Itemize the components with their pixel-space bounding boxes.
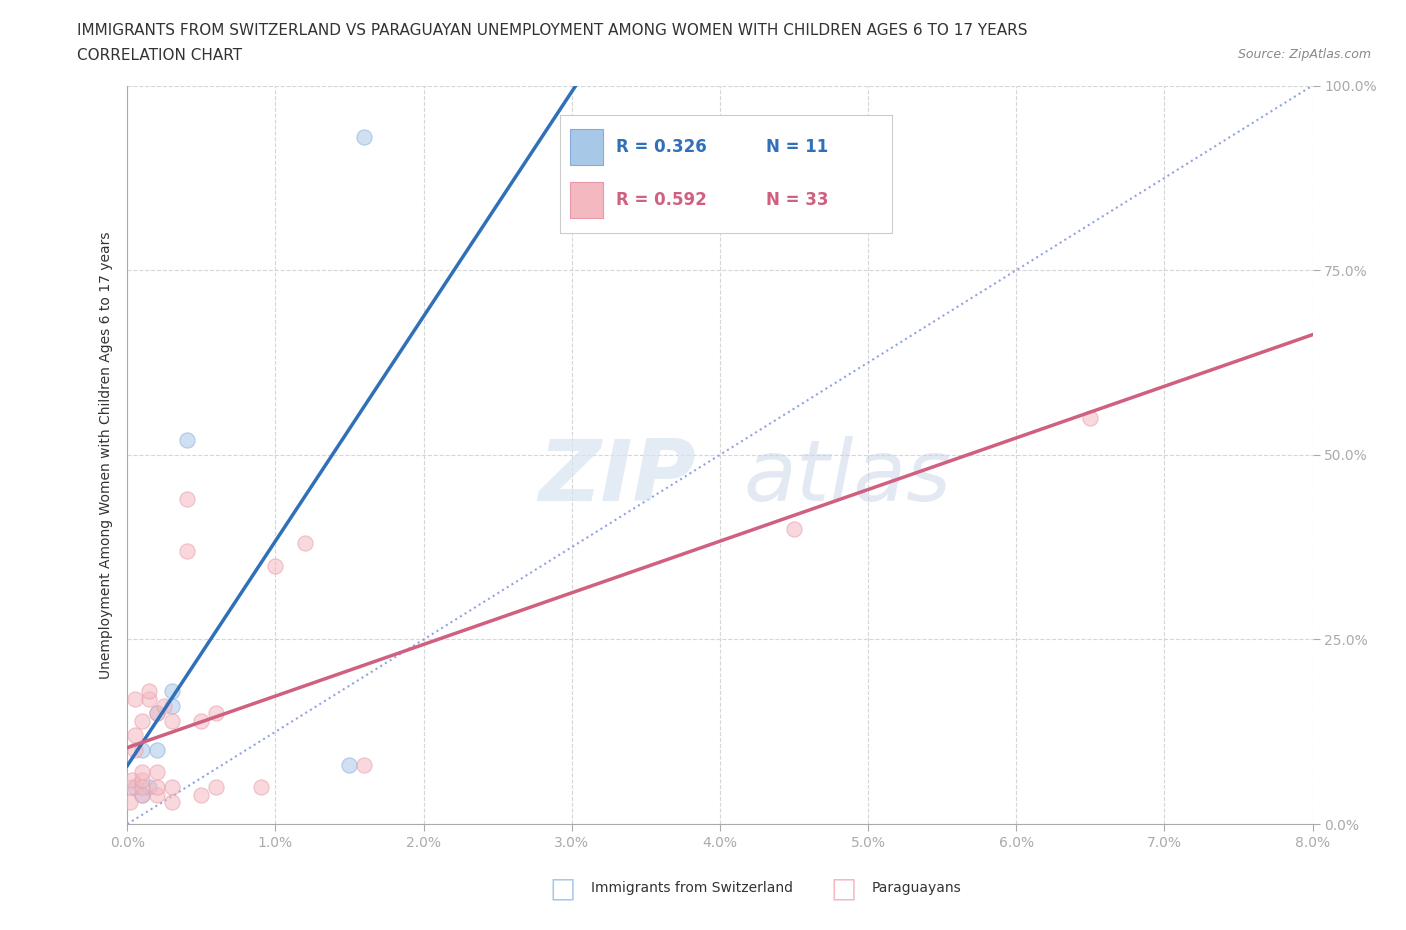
Point — [120, 794, 142, 809]
Point — [121, 772, 143, 787]
Text: □: □ — [550, 874, 575, 902]
Point — [131, 765, 153, 780]
Point — [160, 713, 183, 728]
Point — [131, 787, 153, 802]
Point — [190, 787, 212, 802]
Point — [138, 779, 160, 794]
Point — [146, 787, 169, 802]
Point — [124, 779, 146, 794]
Text: Immigrants from Switzerland: Immigrants from Switzerland — [591, 881, 793, 896]
Text: □: □ — [831, 874, 856, 902]
Point — [138, 684, 160, 698]
Point — [124, 728, 146, 743]
Point — [124, 743, 146, 758]
Text: Paraguayans: Paraguayans — [872, 881, 962, 896]
Point — [160, 779, 183, 794]
Point — [176, 492, 198, 507]
Point — [176, 543, 198, 558]
Point — [294, 536, 316, 551]
Point — [190, 713, 212, 728]
Point — [124, 691, 146, 706]
Point — [131, 772, 153, 787]
Point — [121, 779, 143, 794]
Point — [146, 765, 169, 780]
Point — [353, 130, 375, 145]
Point — [131, 713, 153, 728]
Y-axis label: Unemployment Among Women with Children Ages 6 to 17 years: Unemployment Among Women with Children A… — [100, 231, 114, 679]
Point — [249, 779, 271, 794]
Text: ZIP: ZIP — [538, 435, 696, 519]
Point — [146, 706, 169, 721]
Text: CORRELATION CHART: CORRELATION CHART — [77, 48, 242, 63]
Point — [153, 698, 176, 713]
Point — [131, 779, 153, 794]
Point — [131, 743, 153, 758]
Point — [264, 558, 287, 573]
Point — [160, 698, 183, 713]
Point — [160, 794, 183, 809]
Point — [146, 779, 169, 794]
Point — [138, 691, 160, 706]
Point — [176, 432, 198, 447]
Point — [783, 521, 806, 536]
Point — [1078, 410, 1101, 425]
Text: IMMIGRANTS FROM SWITZERLAND VS PARAGUAYAN UNEMPLOYMENT AMONG WOMEN WITH CHILDREN: IMMIGRANTS FROM SWITZERLAND VS PARAGUAYA… — [77, 23, 1028, 38]
Point — [160, 684, 183, 698]
Text: atlas: atlas — [744, 435, 952, 519]
Point — [339, 758, 361, 773]
Point — [205, 706, 228, 721]
Point — [146, 706, 169, 721]
Point — [205, 779, 228, 794]
Point — [146, 743, 169, 758]
Point — [353, 758, 375, 773]
Point — [131, 787, 153, 802]
Text: Source: ZipAtlas.com: Source: ZipAtlas.com — [1237, 48, 1371, 61]
